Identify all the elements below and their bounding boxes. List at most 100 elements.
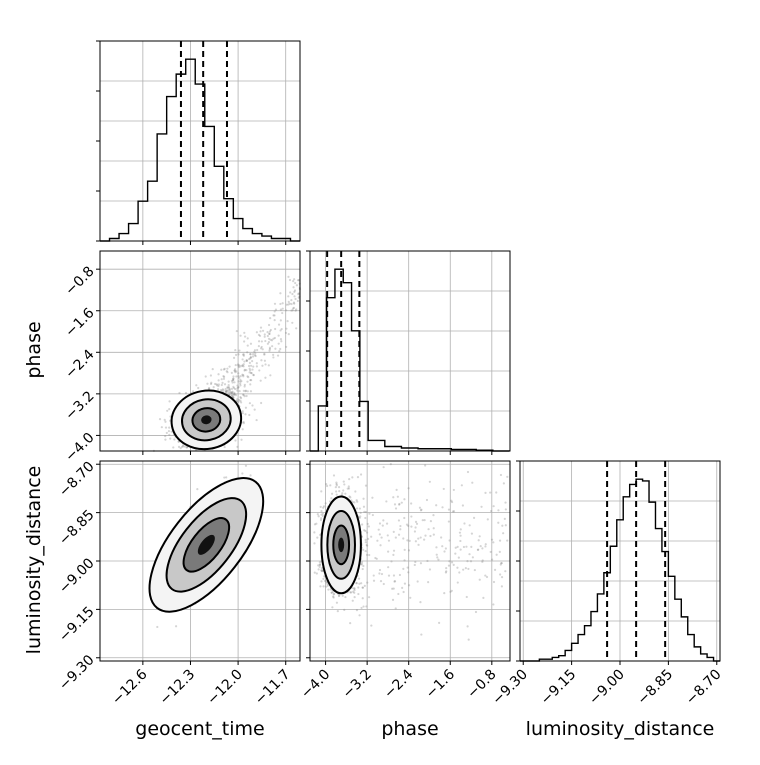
- scatter-point: [182, 445, 185, 448]
- x-tick-label: −12.6: [109, 666, 151, 708]
- scatter-point: [364, 549, 367, 553]
- scatter-point: [414, 520, 418, 524]
- scatter-point: [320, 569, 323, 572]
- scatter-point: [285, 345, 288, 349]
- scatter-point: [326, 583, 329, 586]
- scatter-point: [289, 291, 292, 294]
- scatter-point: [481, 560, 484, 563]
- scatter-point: [419, 536, 422, 539]
- scatter-point: [197, 386, 200, 390]
- scatter-point: [364, 510, 368, 514]
- scatter-point: [365, 605, 368, 608]
- scatter-point: [244, 390, 247, 393]
- scatter-point: [402, 537, 405, 540]
- scatter-point: [462, 568, 465, 571]
- scatter-point: [429, 534, 432, 538]
- scatter-point: [447, 520, 450, 523]
- scatter-point: [248, 358, 251, 361]
- scatter-point: [344, 595, 347, 599]
- scatter-point: [403, 548, 406, 551]
- scatter-point: [387, 574, 391, 577]
- scatter-point: [268, 332, 271, 336]
- scatter-point: [393, 580, 397, 583]
- scatter-point: [237, 380, 240, 383]
- scatter-point: [428, 568, 432, 571]
- scatter-point: [438, 621, 441, 624]
- scatter-point: [251, 368, 254, 371]
- scatter-point: [497, 521, 500, 524]
- scatter-point: [410, 502, 413, 505]
- scatter-point: [396, 495, 399, 498]
- scatter-point: [323, 579, 327, 583]
- scatter-point: [469, 560, 473, 563]
- scatter-point: [353, 501, 356, 504]
- y-tick-label: −8.85: [56, 507, 98, 549]
- scatter-point: [364, 541, 367, 544]
- scatter-point: [237, 400, 240, 403]
- scatter-point: [392, 587, 395, 590]
- scatter-point: [335, 481, 338, 484]
- scatter-point: [407, 571, 410, 574]
- scatter-point: [268, 346, 272, 349]
- scatter-point: [471, 481, 474, 484]
- scatter-point: [243, 331, 246, 334]
- scatter-point: [318, 563, 322, 566]
- x-tick-label: −9.15: [538, 667, 580, 709]
- scatter-point: [348, 478, 351, 481]
- scatter-point: [502, 482, 505, 485]
- scatter-point: [242, 365, 245, 368]
- scatter-point: [454, 552, 457, 555]
- scatter-point: [233, 369, 236, 372]
- scatter-point: [230, 379, 233, 382]
- scatter-point: [492, 603, 495, 606]
- scatter-point: [375, 557, 378, 560]
- scatter-point: [500, 585, 503, 588]
- scatter-point: [429, 520, 433, 523]
- scatter-point: [317, 564, 320, 567]
- scatter-point: [330, 591, 333, 594]
- scatter-point: [374, 556, 377, 560]
- scatter-point: [401, 586, 404, 589]
- scatter-point: [295, 284, 298, 287]
- scatter-point: [335, 493, 338, 496]
- scatter-point: [257, 333, 261, 336]
- scatter-point: [353, 591, 356, 594]
- scatter-point: [293, 295, 296, 298]
- scatter-point: [419, 562, 423, 565]
- scatter-point: [255, 418, 258, 422]
- scatter-point: [330, 497, 333, 500]
- scatter-point: [237, 385, 240, 389]
- scatter-point: [362, 548, 365, 551]
- scatter-point: [424, 464, 427, 467]
- scatter-point: [499, 563, 502, 566]
- scatter-point: [368, 596, 371, 599]
- scatter-point: [337, 486, 341, 489]
- scatter-point: [244, 335, 247, 338]
- scatter-point: [245, 394, 248, 398]
- scatter-point: [173, 438, 176, 441]
- scatter-point: [440, 536, 443, 539]
- scatter-point: [209, 374, 212, 377]
- scatter-point: [263, 353, 266, 356]
- scatter-point: [349, 622, 352, 625]
- scatter-point: [325, 585, 328, 588]
- scatter-point: [351, 500, 354, 504]
- scatter-point: [437, 558, 440, 561]
- scatter-point: [232, 396, 235, 399]
- scatter-point: [353, 589, 356, 592]
- scatter-point: [223, 375, 226, 378]
- scatter-point: [244, 389, 247, 392]
- scatter-point: [225, 476, 228, 479]
- scatter-point: [191, 390, 195, 393]
- scatter-point: [484, 543, 487, 546]
- y-tick-label: −2.4: [62, 347, 97, 382]
- scatter-point: [503, 517, 506, 520]
- scatter-point: [263, 352, 266, 355]
- scatter-point: [330, 492, 334, 495]
- scatter-point: [320, 513, 323, 516]
- scatter-point: [224, 389, 228, 393]
- scatter-point: [465, 545, 468, 548]
- scatter-point: [243, 385, 246, 388]
- scatter-point: [278, 350, 281, 353]
- scatter-point: [414, 526, 417, 529]
